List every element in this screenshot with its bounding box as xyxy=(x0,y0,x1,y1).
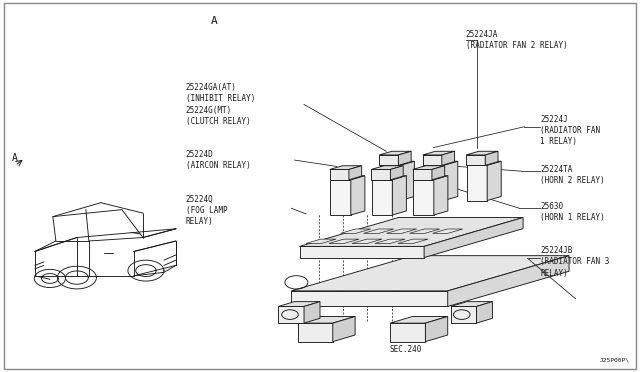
Polygon shape xyxy=(398,239,428,243)
Polygon shape xyxy=(466,151,498,155)
Polygon shape xyxy=(487,161,501,201)
Polygon shape xyxy=(434,176,448,215)
Polygon shape xyxy=(392,176,406,215)
Polygon shape xyxy=(423,166,444,201)
Text: A: A xyxy=(12,153,18,163)
Polygon shape xyxy=(333,317,355,341)
Text: 25224TA
(HORN 2 RELAY): 25224TA (HORN 2 RELAY) xyxy=(540,165,605,185)
Polygon shape xyxy=(372,176,406,180)
Polygon shape xyxy=(442,151,454,166)
Polygon shape xyxy=(413,169,432,180)
Text: 25224D
(AIRCON RELAY): 25224D (AIRCON RELAY) xyxy=(186,150,251,170)
Polygon shape xyxy=(291,291,448,307)
Polygon shape xyxy=(413,166,445,169)
Polygon shape xyxy=(426,317,448,341)
Polygon shape xyxy=(375,239,405,243)
Text: J25P00P\: J25P00P\ xyxy=(600,357,630,362)
Polygon shape xyxy=(451,307,476,323)
Text: 25224Q
(FOG LAMP
RELAY): 25224Q (FOG LAMP RELAY) xyxy=(186,195,227,226)
Polygon shape xyxy=(364,229,394,233)
Polygon shape xyxy=(371,169,390,180)
Text: 25630
(HORN 1 RELAY): 25630 (HORN 1 RELAY) xyxy=(540,202,605,222)
Polygon shape xyxy=(380,155,398,166)
Polygon shape xyxy=(390,323,426,341)
Polygon shape xyxy=(390,317,448,323)
Polygon shape xyxy=(423,161,458,166)
Polygon shape xyxy=(304,302,320,323)
Polygon shape xyxy=(466,155,485,166)
Polygon shape xyxy=(330,180,351,215)
Polygon shape xyxy=(448,256,569,307)
Polygon shape xyxy=(432,166,445,180)
Polygon shape xyxy=(278,307,304,323)
Polygon shape xyxy=(298,317,355,323)
Polygon shape xyxy=(330,176,365,180)
Polygon shape xyxy=(278,302,320,307)
Polygon shape xyxy=(424,218,523,257)
Polygon shape xyxy=(467,161,501,166)
Polygon shape xyxy=(380,166,400,201)
Text: 25224JA
(RADIATOR FAN 2 RELAY): 25224JA (RADIATOR FAN 2 RELAY) xyxy=(466,29,567,49)
Polygon shape xyxy=(300,246,424,257)
Polygon shape xyxy=(349,166,362,180)
Polygon shape xyxy=(413,180,434,215)
Polygon shape xyxy=(300,218,523,246)
Polygon shape xyxy=(422,151,454,155)
Text: 25224JB
(RADIATOR FAN 3
RELAY): 25224JB (RADIATOR FAN 3 RELAY) xyxy=(540,246,610,278)
Polygon shape xyxy=(444,161,458,201)
Polygon shape xyxy=(372,180,392,215)
Text: SEC.240: SEC.240 xyxy=(390,344,422,353)
Polygon shape xyxy=(422,155,442,166)
Polygon shape xyxy=(485,151,498,166)
Polygon shape xyxy=(371,166,403,169)
Polygon shape xyxy=(451,302,492,307)
Polygon shape xyxy=(467,166,487,201)
Polygon shape xyxy=(329,239,359,243)
Polygon shape xyxy=(400,161,414,201)
Polygon shape xyxy=(330,166,362,169)
Polygon shape xyxy=(380,151,411,155)
Polygon shape xyxy=(340,229,371,233)
Polygon shape xyxy=(390,166,403,180)
Polygon shape xyxy=(298,323,333,341)
Polygon shape xyxy=(433,229,463,233)
Polygon shape xyxy=(413,176,448,180)
Polygon shape xyxy=(291,256,569,291)
Polygon shape xyxy=(351,176,365,215)
Polygon shape xyxy=(387,229,417,233)
Polygon shape xyxy=(476,302,492,323)
Text: 25224GA(AT)
(INHIBIT RELAY)
25224G(MT)
(CLUTCH RELAY): 25224GA(AT) (INHIBIT RELAY) 25224G(MT) (… xyxy=(186,83,255,126)
Polygon shape xyxy=(330,169,349,180)
Polygon shape xyxy=(380,161,414,166)
Polygon shape xyxy=(306,239,336,243)
Polygon shape xyxy=(410,229,440,233)
Text: 25224J
(RADIATOR FAN
1 RELAY): 25224J (RADIATOR FAN 1 RELAY) xyxy=(540,115,600,146)
Polygon shape xyxy=(352,239,382,243)
Polygon shape xyxy=(398,151,411,166)
Text: A: A xyxy=(211,16,218,26)
